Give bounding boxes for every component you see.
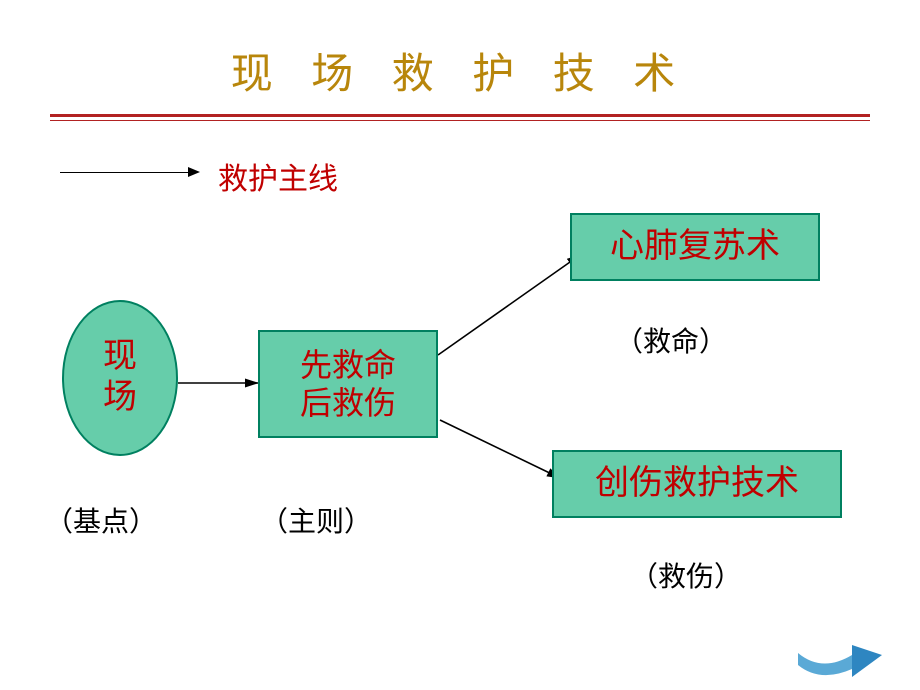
node-principle: 先救命 后救伤	[258, 330, 438, 438]
title-divider-thin	[50, 120, 870, 121]
legend-arrow-head-icon	[188, 167, 200, 177]
node-cpr: 心肺复苏术	[570, 213, 820, 281]
caption-principle: （主则）	[260, 500, 372, 540]
title-divider-thick	[50, 114, 870, 117]
node-scene-line1: 现	[103, 337, 137, 378]
legend-arrow-line	[60, 172, 190, 173]
title-divider	[50, 114, 870, 121]
page-title: 现 场 救 护 技 术	[0, 0, 920, 101]
caption-scene: （基点）	[45, 500, 157, 540]
node-trauma: 创伤救护技术	[552, 450, 842, 518]
caption-cpr: （救命）	[615, 320, 727, 360]
node-trauma-label: 创伤救护技术	[595, 464, 799, 505]
swoosh-icon	[790, 625, 890, 680]
legend-label: 救护主线	[218, 154, 338, 198]
node-principle-line2: 后救伤	[300, 384, 396, 422]
node-cpr-label: 心肺复苏术	[610, 227, 780, 268]
node-scene: 现 场	[62, 300, 178, 456]
node-scene-line2: 场	[103, 378, 137, 419]
node-principle-line1: 先救命	[300, 346, 396, 384]
caption-trauma: （救伤）	[630, 555, 742, 595]
